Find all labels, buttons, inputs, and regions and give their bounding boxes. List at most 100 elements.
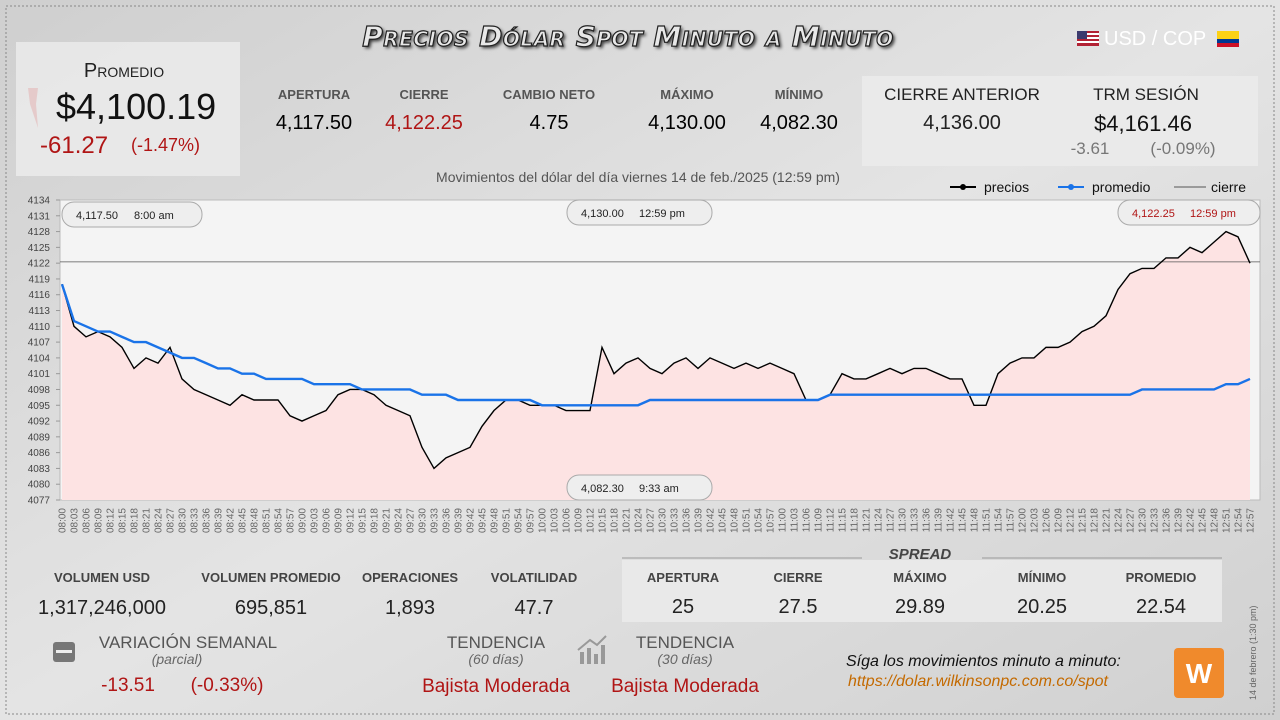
session-label: MÍNIMO	[774, 87, 824, 102]
x-tick-label: 09:42	[466, 508, 477, 533]
spread-panel	[622, 560, 1222, 622]
trend-icon	[577, 635, 607, 664]
x-tick-label: 08:15	[118, 508, 129, 533]
x-tick-label: 09:12	[346, 508, 357, 533]
weekly-change: -13.51	[101, 675, 155, 696]
x-tick-label: 10:03	[550, 508, 561, 533]
legend-marker	[1068, 184, 1074, 190]
y-tick-label: 4119	[28, 274, 50, 285]
volume-label: OPERACIONES	[361, 570, 459, 585]
footer-url[interactable]: https://dolar.wilkinsonpc.com.co/spot	[848, 673, 1108, 690]
x-tick-label: 10:42	[706, 508, 717, 533]
volume-label: VOLATILIDAD	[490, 570, 578, 585]
y-tick-label: 4092	[28, 417, 51, 428]
x-tick-label: 08:36	[202, 508, 213, 533]
session-value: 4,117.50	[275, 112, 353, 134]
y-tick-label: 4107	[28, 338, 51, 349]
x-tick-label: 09:00	[298, 508, 309, 533]
spread-label: MÍNIMO	[1017, 570, 1067, 585]
x-tick-label: 09:33	[430, 508, 441, 533]
x-tick-label: 12:36	[1162, 508, 1173, 533]
y-tick-label: 4134	[28, 196, 51, 207]
x-tick-label: 12:27	[1126, 508, 1137, 533]
x-tick-label: 11:51	[982, 508, 993, 533]
x-tick-label: 12:51	[1222, 508, 1233, 533]
volume-label: VOLUMEN PROMEDIO	[201, 570, 341, 585]
session-value: 4,130.00	[648, 112, 726, 134]
logo[interactable]: W	[1174, 648, 1224, 698]
y-tick-label: 4125	[28, 243, 51, 254]
weekly-label: VARIACIÓN SEMANAL	[98, 633, 278, 652]
x-tick-label: 10:36	[682, 508, 693, 533]
volume-value: 47.7	[514, 597, 554, 619]
x-tick-label: 12:00	[1018, 508, 1029, 533]
volume-value: 1,317,246,000	[38, 597, 166, 619]
x-tick-label: 12:57	[1246, 508, 1257, 533]
x-tick-label: 08:57	[286, 508, 297, 533]
spread-value: 27.5	[778, 596, 818, 618]
annotation-value: 4,082.30	[581, 483, 624, 495]
x-tick-label: 08:06	[82, 508, 93, 533]
x-tick-label: 09:48	[490, 508, 501, 533]
x-tick-label: 10:00	[538, 508, 549, 533]
session-label: CIERRE	[399, 87, 449, 102]
annotation-value: 4,117.50	[76, 210, 118, 222]
x-tick-label: 09:39	[454, 508, 465, 533]
session-label: CAMBIO NETO	[502, 87, 596, 102]
previous-value: 4,136.00	[923, 112, 1001, 134]
volume-value: 1,893	[384, 597, 436, 619]
x-tick-label: 09:54	[514, 508, 525, 533]
footer-cta: Síga los movimientos minuto a minuto:	[846, 653, 1121, 670]
promedio-label: Promedio	[83, 60, 165, 82]
flag-co	[1217, 31, 1239, 47]
spread-label: PROMEDIO	[1125, 570, 1197, 585]
x-tick-label: 10:48	[730, 508, 741, 533]
x-tick-label: 08:39	[214, 508, 225, 533]
x-tick-label: 11:27	[886, 508, 897, 533]
x-tick-label: 08:30	[178, 508, 189, 533]
promedio-panel	[16, 42, 240, 176]
spread-value: 29.89	[894, 596, 946, 618]
x-tick-label: 12:09	[1054, 508, 1065, 533]
x-tick-label: 12:03	[1030, 508, 1041, 533]
x-tick-label: 11:45	[958, 508, 969, 533]
x-tick-label: 11:00	[778, 508, 789, 533]
x-tick-label: 10:09	[574, 508, 585, 533]
x-tick-label: 11:21	[862, 508, 873, 533]
x-tick-label: 08:12	[106, 508, 117, 533]
currency-pair: USD / COP	[1104, 28, 1207, 50]
x-tick-label: 11:39	[934, 508, 945, 533]
svg-text:W: W	[1186, 658, 1213, 689]
x-tick-label: 12:30	[1138, 508, 1149, 533]
x-tick-label: 09:09	[334, 508, 345, 533]
trm-value: $4,161.46	[1094, 111, 1192, 136]
x-tick-label: 09:06	[322, 508, 333, 533]
y-tick-label: 4095	[28, 401, 51, 412]
spread-title: SPREAD	[888, 546, 952, 563]
annotation-time: 12:59 pm	[1190, 208, 1236, 220]
price-area	[62, 231, 1250, 500]
x-tick-label: 10:15	[598, 508, 609, 533]
y-tick-label: 4080	[28, 480, 51, 491]
x-tick-label: 10:54	[754, 508, 765, 533]
y-tick-label: 4104	[28, 353, 51, 364]
x-tick-label: 11:18	[850, 508, 861, 533]
x-tick-label: 11:57	[1006, 508, 1017, 533]
x-tick-label: 12:12	[1066, 508, 1077, 533]
x-tick-label: 09:30	[418, 508, 429, 533]
y-tick-label: 4122	[28, 259, 51, 270]
annotation-box	[566, 199, 713, 226]
y-tick-label: 4110	[28, 322, 50, 333]
x-tick-label: 10:33	[670, 508, 681, 533]
trend-sub: (60 días)	[468, 651, 524, 667]
y-tick-label: 4098	[28, 385, 51, 396]
x-tick-label: 11:24	[874, 508, 885, 533]
x-tick-label: 09:45	[478, 508, 489, 533]
x-tick-label: 09:15	[358, 508, 369, 533]
y-tick-label: 4131	[28, 211, 51, 222]
chart-subtitle: Movimientos del dólar del día viernes 14…	[436, 169, 840, 185]
annotation-value: 4,122.25	[1132, 208, 1175, 220]
series-line	[61, 230, 1251, 470]
session-label: MÁXIMO	[660, 87, 714, 102]
